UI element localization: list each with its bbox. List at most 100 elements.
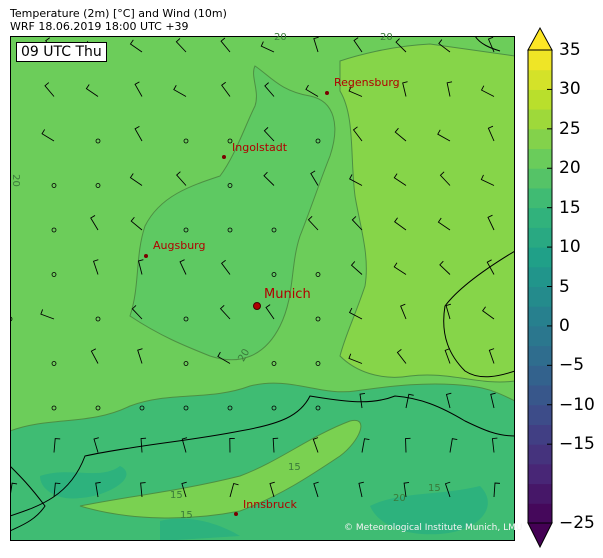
colorbar-tick-label: 0 (559, 315, 570, 336)
wind-barb (393, 173, 407, 186)
wind-barb (219, 304, 231, 320)
wind-calm-marker (271, 405, 277, 411)
wind-barb (439, 171, 451, 186)
temperature-map (10, 36, 515, 541)
wind-calm-marker (227, 183, 233, 188)
wind-barb (394, 127, 407, 142)
wind-barb (396, 349, 407, 364)
wind-barb (220, 259, 231, 275)
wind-calm-marker (271, 227, 277, 233)
wind-barb (265, 304, 275, 320)
wind-barb (400, 303, 407, 320)
wind-calm-marker (183, 316, 189, 322)
wind-barb (137, 348, 143, 364)
wind-calm-marker (183, 361, 189, 366)
wind-barb (264, 82, 275, 97)
wind-barb (307, 216, 319, 231)
city-dot-ingolstadt (222, 155, 226, 159)
figure-subtitle: WRF 18.06.2019 18:00 UTC +39 (10, 20, 189, 33)
wind-calm-marker (227, 405, 233, 411)
wind-barb (491, 437, 498, 453)
wind-barb (93, 437, 99, 453)
wind-barb (353, 37, 363, 53)
wind-barb (220, 37, 231, 53)
colorbar-band (528, 306, 552, 327)
colorbar-band (528, 50, 552, 71)
wind-calm-marker (51, 272, 57, 277)
city-label-ingolstadt: Ingolstadt (232, 141, 288, 154)
colorbar-band (528, 247, 552, 268)
wind-calm-marker (139, 405, 145, 411)
wind-calm-marker (183, 405, 189, 411)
wind-barb (444, 481, 451, 498)
colorbar-extend-min (527, 522, 553, 549)
colorbar (527, 26, 553, 549)
map-frame (10, 36, 515, 541)
country-border (10, 395, 515, 517)
wind-barb (405, 437, 411, 453)
contour-label: 15 (180, 510, 193, 521)
wind-barb (446, 81, 453, 97)
wind-barb (444, 348, 451, 364)
wind-barb (395, 38, 407, 53)
city-dot-augsburg (144, 254, 148, 258)
wind-calm-marker (315, 361, 321, 366)
wind-barb (134, 125, 143, 142)
colorbar-band (528, 503, 552, 524)
wind-barb (438, 39, 451, 53)
wind-calm-marker (315, 405, 321, 411)
colorbar-tick-label: −10 (559, 394, 595, 415)
contour-label: 20 (393, 493, 406, 504)
wind-barb (487, 36, 495, 53)
wind-calm-marker (51, 361, 57, 366)
wind-barb (130, 216, 143, 231)
wind-calm-marker (271, 361, 277, 366)
wind-barb (313, 36, 319, 53)
wind-barb (439, 260, 451, 275)
wind-calm-marker (183, 138, 189, 144)
colorbar-tick-label: 5 (559, 276, 570, 297)
city-markers (144, 91, 329, 516)
colorbar-band (528, 128, 552, 150)
city-dot-munich (253, 302, 261, 310)
wind-barb (181, 437, 188, 453)
colorbar-band (528, 325, 552, 347)
colorbar-band (528, 345, 552, 366)
colorbar-band (528, 187, 552, 209)
colorbar-band (528, 444, 552, 465)
contour-label: 20 (380, 32, 393, 43)
colorbar-tick-label: 25 (559, 118, 581, 139)
wind-calm-marker (95, 405, 101, 411)
contour-label: 15 (428, 483, 441, 494)
country-border-east (443, 250, 515, 378)
city-label-regensburg: Regensburg (334, 76, 400, 89)
wind-barb (90, 215, 99, 231)
wind-calm-marker (183, 227, 189, 233)
wind-calm-marker (51, 183, 57, 188)
wind-barb (393, 262, 407, 275)
map-east-warm-region (339, 43, 515, 383)
forecast-time-label: 09 UTC Thu (16, 42, 107, 62)
colorbar-band (528, 385, 552, 406)
wind-barb (359, 392, 366, 409)
colorbar-tick-label: −25 (559, 513, 595, 533)
wind-barb (487, 214, 495, 231)
wind-barb (129, 173, 143, 186)
map-alps-valley (79, 419, 362, 519)
wind-barb (348, 86, 363, 97)
wind-barb (272, 437, 279, 453)
colorbar-tick-label: −15 (559, 434, 595, 455)
wind-barb (229, 437, 235, 453)
country-border-north (474, 36, 501, 52)
colorbar-tick-label: −5 (559, 355, 585, 376)
wind-calm-marker (95, 138, 101, 144)
colorbar-tick-label: 10 (559, 237, 581, 258)
wind-barb (221, 81, 231, 97)
wind-calm-marker (95, 316, 101, 322)
city-dot-regensburg (325, 91, 329, 95)
wind-calm-marker (51, 405, 57, 411)
wind-calm-marker (271, 272, 277, 277)
copyright-notice: © Meteorological Institute Munich, LMU (344, 523, 523, 533)
colorbar-tick-label: 35 (559, 40, 581, 60)
